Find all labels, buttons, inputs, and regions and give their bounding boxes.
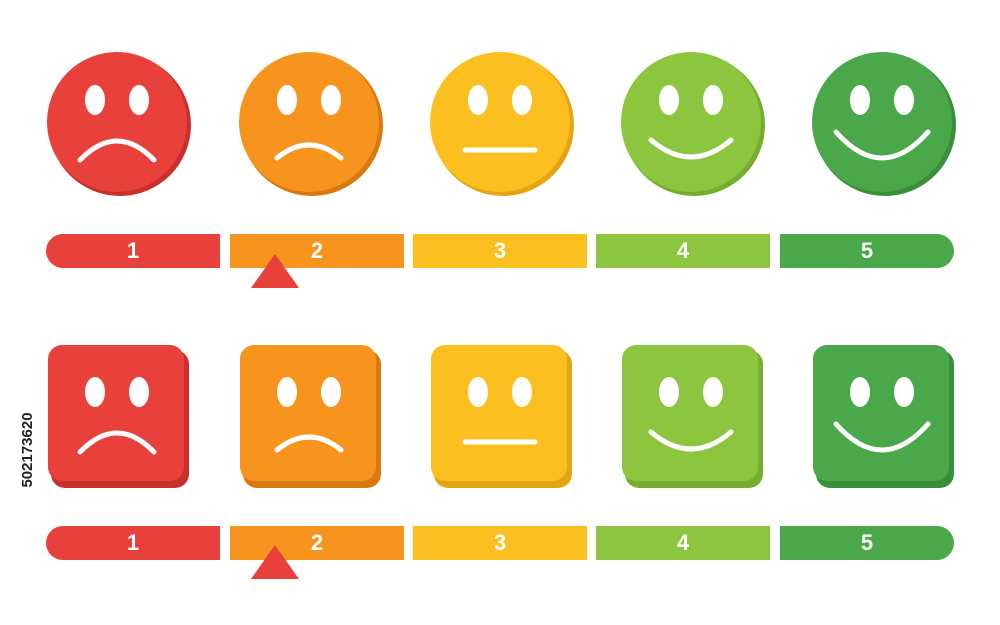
scale-segment [133, 234, 220, 268]
face-body [430, 52, 570, 192]
face [240, 345, 381, 488]
eye [85, 377, 105, 407]
face [621, 52, 765, 196]
mouth [648, 137, 734, 160]
face-body [622, 345, 758, 481]
face [239, 52, 383, 196]
face-body [813, 345, 949, 481]
scale-segment [780, 526, 867, 560]
face [812, 52, 956, 196]
mouth [77, 430, 157, 455]
mouth [274, 434, 344, 453]
eye [850, 85, 870, 115]
side-id: 502173620 [19, 412, 36, 487]
eye [85, 85, 105, 115]
scale-segment [413, 526, 587, 560]
eye [850, 377, 870, 407]
face-body [48, 345, 184, 481]
mouth [833, 421, 931, 453]
scale-segment [413, 234, 587, 268]
face [48, 345, 189, 488]
face-body [621, 52, 761, 192]
face [431, 345, 572, 488]
face-body [812, 52, 952, 192]
eye [512, 377, 532, 407]
scale-segment [230, 234, 404, 268]
eye [277, 85, 297, 115]
mouth [833, 129, 931, 161]
face [430, 52, 574, 196]
scale-number: 4 [677, 238, 690, 263]
mouth [77, 138, 157, 163]
eye [894, 85, 914, 115]
eye [321, 377, 341, 407]
scale-segment [596, 526, 770, 560]
scale-segment [230, 526, 404, 560]
mouth [274, 142, 344, 161]
scale-number: 1 [127, 530, 139, 555]
scale-segment [780, 234, 867, 268]
face-body [240, 345, 376, 481]
eye [703, 377, 723, 407]
face-body [431, 345, 567, 481]
scale-number: 2 [311, 530, 323, 555]
scale-number: 3 [494, 530, 506, 555]
eye [321, 85, 341, 115]
mouth [648, 429, 734, 452]
selection-marker [251, 545, 299, 579]
scale-number: 3 [494, 238, 506, 263]
scale-segment [133, 526, 220, 560]
eye [129, 377, 149, 407]
eye [894, 377, 914, 407]
face-body [47, 52, 187, 192]
eye [468, 85, 488, 115]
scale-number: 5 [861, 238, 873, 263]
eye [512, 85, 532, 115]
selection-marker [251, 254, 299, 288]
eye [703, 85, 723, 115]
scale-segment [596, 234, 770, 268]
scale-number: 2 [311, 238, 323, 263]
scale-number: 4 [677, 530, 690, 555]
face [622, 345, 763, 488]
eye [468, 377, 488, 407]
eye [659, 85, 679, 115]
eye [277, 377, 297, 407]
face-body [239, 52, 379, 192]
scale-number: 5 [861, 530, 873, 555]
eye [129, 85, 149, 115]
face [47, 52, 191, 196]
eye [659, 377, 679, 407]
scale-number: 1 [127, 238, 139, 263]
face [813, 345, 954, 488]
